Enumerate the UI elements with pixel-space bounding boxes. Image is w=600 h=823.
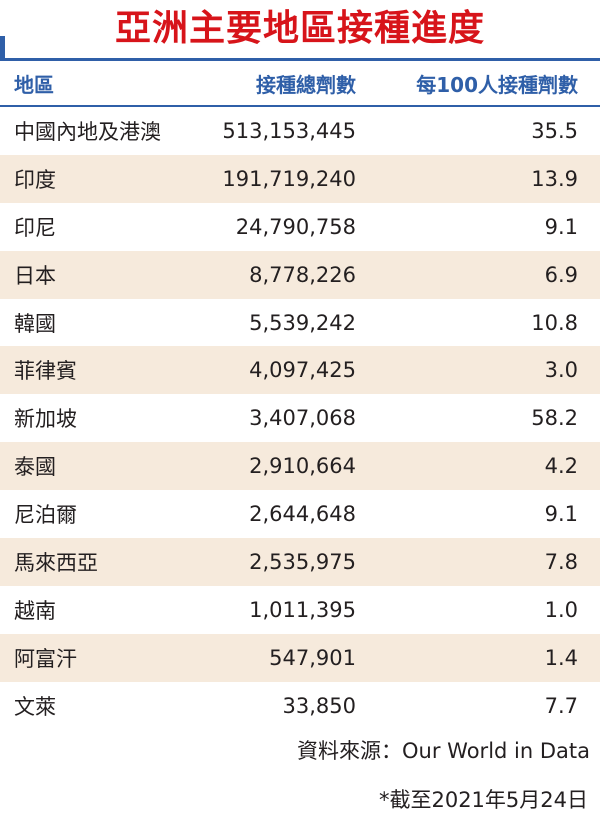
table-header: 地區 接種總劑數 每100人接種劑數 (0, 61, 600, 105)
cell-per-100: 10.8 (531, 310, 578, 335)
table-row: 印度 191,719,240 13.9 (0, 154, 600, 203)
table-row: 菲律賓 4,097,425 3.0 (0, 346, 600, 395)
table-row: 新加坡 3,407,068 58.2 (0, 394, 600, 442)
header-region: 地區 (14, 72, 54, 97)
cell-region: 新加坡 (14, 407, 77, 432)
cell-region: 印度 (14, 167, 56, 192)
cell-per-100: 58.2 (531, 406, 578, 431)
cell-region: 印尼 (14, 215, 56, 240)
table-row: 印尼 24,790,758 9.1 (0, 203, 600, 251)
cell-total-doses: 2,910,664 (249, 454, 356, 479)
cell-per-100: 1.0 (544, 597, 578, 622)
cell-total-doses: 8,778,226 (249, 262, 356, 287)
cell-per-100: 7.8 (544, 549, 578, 574)
table-row: 越南 1,011,395 1.0 (0, 586, 600, 634)
cell-total-doses: 2,535,975 (249, 549, 356, 574)
cell-region: 越南 (14, 598, 56, 623)
table-row: 阿富汗 547,901 1.4 (0, 633, 600, 682)
cell-total-doses: 2,644,648 (249, 502, 356, 527)
cell-total-doses: 513,153,445 (222, 118, 356, 143)
source-note: 資料來源：Our World in Data (297, 739, 590, 763)
page-title: 亞洲主要地區接種進度 (114, 7, 485, 49)
cell-region: 韓國 (14, 311, 56, 336)
cell-per-100: 6.9 (544, 262, 578, 287)
cell-total-doses: 1,011,395 (249, 597, 356, 622)
header-total-doses: 接種總劑數 (256, 72, 356, 97)
cell-total-doses: 5,539,242 (249, 310, 356, 335)
cell-per-100: 1.4 (544, 645, 578, 670)
cell-region: 文萊 (14, 694, 56, 719)
cell-region: 日本 (14, 263, 56, 288)
cell-per-100: 4.2 (544, 454, 578, 479)
cell-per-100: 7.7 (544, 693, 578, 718)
cell-total-doses: 4,097,425 (249, 358, 356, 383)
cell-per-100: 9.1 (544, 214, 578, 239)
cell-total-doses: 33,850 (282, 693, 356, 718)
cell-region: 菲律賓 (14, 359, 77, 384)
date-footnote: *截至2021年5月24日 (378, 788, 588, 812)
left-accent-bar (0, 36, 5, 60)
title-rule (0, 58, 600, 61)
table-row: 文萊 33,850 7.7 (0, 682, 600, 730)
cell-per-100: 3.0 (544, 358, 578, 383)
cell-region: 中國內地及港澳 (14, 119, 161, 144)
header-per-100: 每100人接種劑數 (416, 72, 578, 97)
cell-total-doses: 547,901 (269, 645, 356, 670)
cell-region: 馬來西亞 (14, 550, 98, 575)
cell-total-doses: 191,719,240 (222, 166, 356, 191)
cell-total-doses: 3,407,068 (249, 406, 356, 431)
cell-total-doses: 24,790,758 (235, 214, 356, 239)
vaccination-table: 地區 接種總劑數 每100人接種劑數 中國內地及港澳 513,153,445 35.… (0, 61, 600, 730)
cell-per-100: 9.1 (544, 502, 578, 527)
cell-region: 泰國 (14, 455, 56, 480)
table-body: 中國內地及港澳 513,153,445 35.5 印度 191,719,240 13.9 印… (0, 107, 600, 730)
cell-per-100: 35.5 (531, 118, 578, 143)
header-rule (0, 105, 600, 107)
table-row: 中國內地及港澳 513,153,445 35.5 (0, 107, 600, 155)
table-row: 尼泊爾 2,644,648 9.1 (0, 490, 600, 538)
cell-region: 阿富汗 (14, 646, 77, 671)
table-row: 泰國 2,910,664 4.2 (0, 442, 600, 491)
cell-region: 尼泊爾 (14, 503, 77, 528)
table-row: 馬來西亞 2,535,975 7.8 (0, 538, 600, 586)
cell-per-100: 13.9 (531, 166, 578, 191)
table-row: 韓國 5,539,242 10.8 (0, 299, 600, 347)
table-row: 日本 8,778,226 6.9 (0, 250, 600, 299)
